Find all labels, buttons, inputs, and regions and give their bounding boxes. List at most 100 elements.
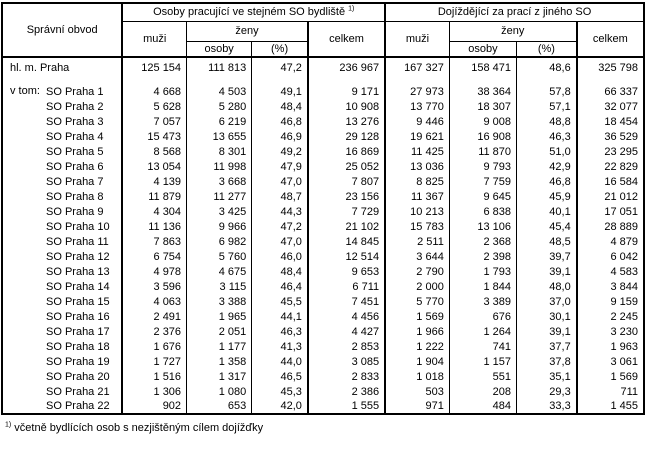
value-cell: 3 425 <box>186 204 253 219</box>
value-cell: 4 304 <box>122 204 188 219</box>
value-cell: 42,0 <box>251 399 309 414</box>
value-cell: 48,7 <box>251 189 309 204</box>
value-cell: 47,0 <box>251 234 309 249</box>
value-cell: 9 159 <box>610 295 638 308</box>
value-cell: 46,3 <box>516 129 578 144</box>
value-cell: 7 863 <box>122 234 188 249</box>
value-cell: 9 653 <box>307 264 387 279</box>
value-cell: 11 367 <box>385 189 450 204</box>
value-cell: 13 054 <box>122 159 188 174</box>
value-cell: 9 645 <box>449 189 518 204</box>
value-cell: 7 759 <box>449 174 518 189</box>
table-row: SO Praha 6 13 054 11 998 47,9 25 052 13 036 9 … <box>2 159 644 174</box>
district-label-cell: SO Praha 3 <box>2 114 124 129</box>
value-cell: 66 337 <box>604 85 638 98</box>
value-cell: 5 280 <box>186 99 253 114</box>
value-cell: 51,0 <box>516 144 578 159</box>
column-header-district: Správní obvod <box>2 3 124 57</box>
table-row: SO Praha 19 1 727 1 358 44,0 3 085 1 904 1 157… <box>2 354 644 369</box>
value-cell: 16 584 <box>604 175 638 188</box>
column-header-persons-2: osoby <box>449 41 518 57</box>
column-header-percent-2: (%) <box>516 41 578 57</box>
district-label: SO Praha 18 <box>46 340 110 353</box>
district-label: SO Praha 13 <box>46 265 110 278</box>
district-label-cell: SO Praha 4 <box>2 129 124 144</box>
value-cell: 21 012 <box>604 190 638 203</box>
value-cell: 711 <box>620 385 638 398</box>
district-label: SO Praha 22 <box>46 400 110 412</box>
table-row: SO Praha 7 4 139 3 668 47,0 7 807 8 825 7 759 4… <box>2 174 644 189</box>
table-row: SO Praha 3 7 057 6 219 46,8 13 276 9 446 9 008… <box>2 114 644 129</box>
value-cell: 32 077 <box>604 100 638 113</box>
table-row: SO Praha 20 1 516 1 317 46,5 2 833 1 018 551 35… <box>2 369 644 384</box>
value-cell: 8 568 <box>122 144 188 159</box>
value-cell: 3 596 <box>122 279 188 294</box>
value-cell: 42,9 <box>516 159 578 174</box>
group-header-other-district: Dojíždějící za prací z jiného SO <box>385 3 644 22</box>
value-cell: 6 754 <box>122 249 188 264</box>
value-cell: 653 <box>186 399 253 414</box>
value-cell: 3 061 <box>610 355 638 368</box>
value-cell: 9 446 <box>385 114 450 129</box>
column-header-total-1: celkem <box>307 21 387 57</box>
total-row: hl. m. Praha 125 154 111 813 47,2 236 96… <box>2 57 644 75</box>
table-row: SO Praha 9 4 304 3 425 44,3 7 729 10 213 6 838… <box>2 204 644 219</box>
value-cell: 10 908 <box>307 99 387 114</box>
value-cell: 46,4 <box>251 279 309 294</box>
value-cell: 4 675 <box>186 264 253 279</box>
value-cell: 45,9 <box>516 189 578 204</box>
value-cell: 741 <box>449 339 518 354</box>
district-label-cell: SO Praha 22 <box>2 399 124 414</box>
value-cell: 902 <box>122 399 188 414</box>
district-label: SO Praha 14 <box>46 280 110 293</box>
value-cell: 28 889 <box>604 220 638 233</box>
value-cell: 57,1 <box>516 99 578 114</box>
value-cell: 6 838 <box>449 204 518 219</box>
district-label: SO Praha 1 <box>46 85 104 98</box>
value-cell: 1 904 <box>385 354 450 369</box>
table-row: SO Praha 4 15 473 13 655 46,9 29 128 19 621 16… <box>2 129 644 144</box>
value-cell: 13 276 <box>307 114 387 129</box>
value-cell: 9 793 <box>449 159 518 174</box>
district-label-cell: SO Praha 10 <box>2 219 124 234</box>
value-cell: 158 471 <box>449 57 518 75</box>
table-row: SO Praha 10 11 136 9 966 47,2 21 102 15 783 13… <box>2 219 644 234</box>
table-row: SO Praha 14 3 596 3 115 46,4 6 711 2 000 1 844… <box>2 279 644 294</box>
value-cell: 1 966 <box>385 324 450 339</box>
column-header-men-1: muži <box>122 21 188 57</box>
table-footnote: 1) včetně bydlících osob s nezjištěným c… <box>5 421 646 434</box>
value-cell: 11 998 <box>186 159 253 174</box>
value-cell: 23 295 <box>604 145 638 158</box>
group1-label: Osoby pracující ve stejném SO bydliště <box>153 6 349 19</box>
district-label: SO Praha 21 <box>46 385 110 398</box>
value-cell: 37,7 <box>516 339 578 354</box>
value-cell: 971 <box>385 399 450 414</box>
value-cell: 2 245 <box>610 310 638 323</box>
district-label: SO Praha 7 <box>46 175 104 188</box>
value-cell: 1 555 <box>307 399 387 414</box>
value-cell: 45,5 <box>251 294 309 309</box>
value-cell: 22 829 <box>604 160 638 173</box>
district-label: SO Praha 17 <box>46 325 110 338</box>
spacer-row <box>2 75 644 84</box>
value-cell: 1 157 <box>449 354 518 369</box>
value-cell: 7 057 <box>122 114 188 129</box>
district-label: SO Praha 10 <box>46 220 110 233</box>
district-label-cell: SO Praha 18 <box>2 339 124 354</box>
district-label-cell: SO Praha 16 <box>2 309 124 324</box>
value-cell: 4 063 <box>122 294 188 309</box>
table-row: SO Praha 13 4 978 4 675 48,4 9 653 2 790 1 793… <box>2 264 644 279</box>
value-cell: 1 844 <box>449 279 518 294</box>
value-cell: 45,3 <box>251 384 309 399</box>
value-cell: 2 790 <box>385 264 450 279</box>
district-label: SO Praha 4 <box>46 130 104 143</box>
value-cell: 1 455 <box>610 400 638 412</box>
value-cell: 167 327 <box>385 57 450 75</box>
value-cell: 2 833 <box>307 369 387 384</box>
value-cell: 4 978 <box>122 264 188 279</box>
district-label: SO Praha 6 <box>46 160 104 173</box>
value-cell: 503 <box>385 384 450 399</box>
value-cell: 47,2 <box>251 219 309 234</box>
value-cell: 7 807 <box>307 174 387 189</box>
value-cell: 551 <box>449 369 518 384</box>
